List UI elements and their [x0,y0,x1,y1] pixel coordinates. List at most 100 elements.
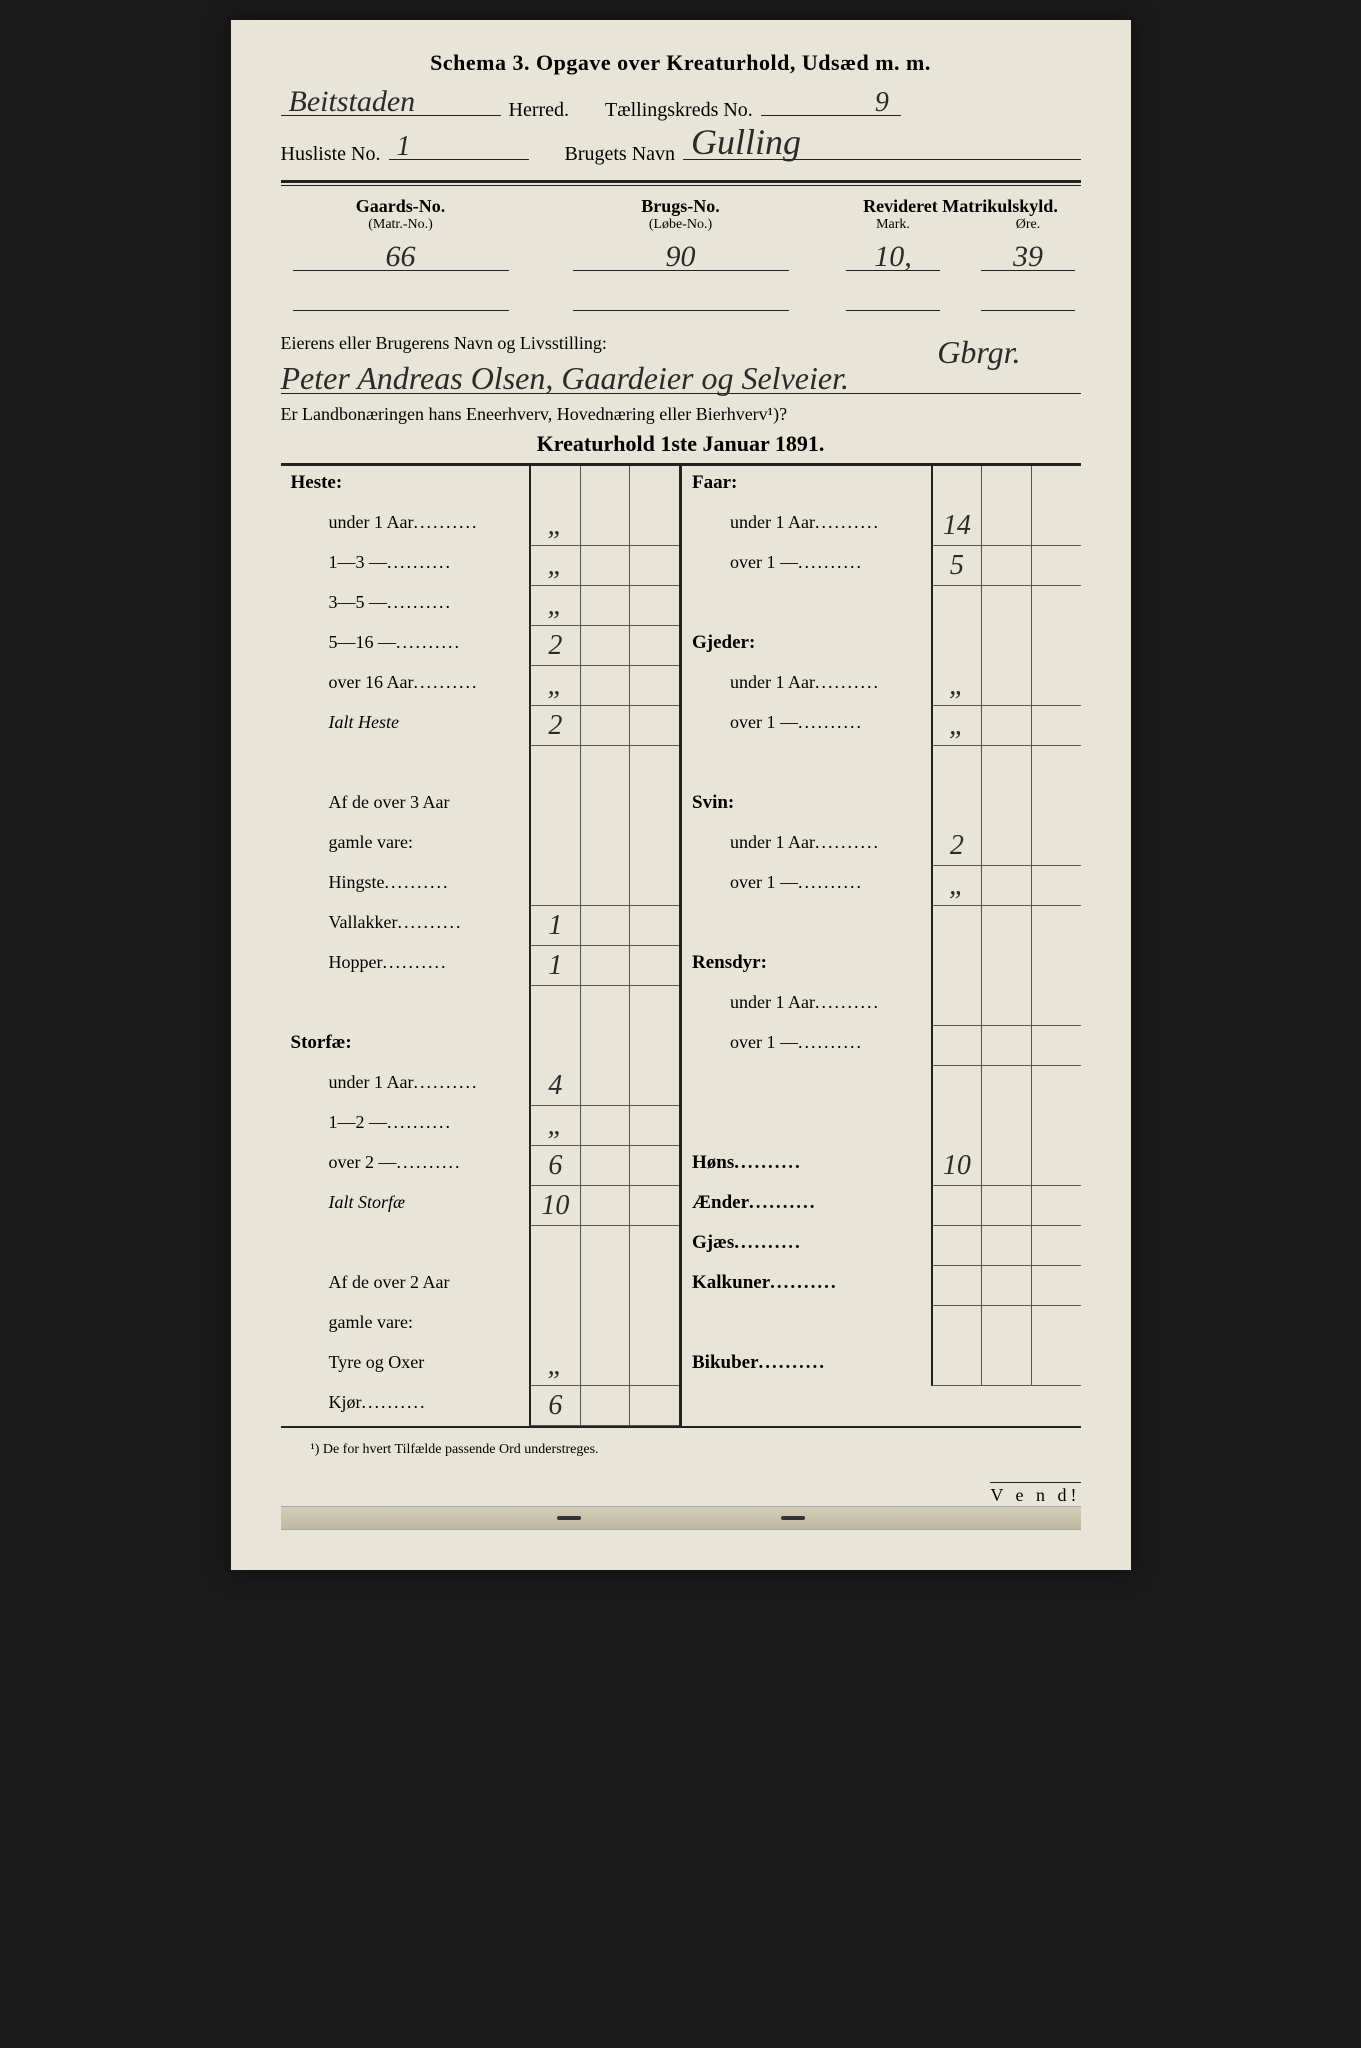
value-cell [1031,626,1081,666]
vend-label: V e n d! [990,1482,1080,1506]
category-row: Faar: [682,466,1081,506]
value-cells: 2 [931,826,1081,866]
table-row: Hingste [281,866,680,906]
table-row: under 1 Aar„ [682,666,1081,706]
section-title: Kreaturhold 1ste Januar 1891. [281,431,1081,457]
value-cell [629,1386,679,1426]
row-label: 1—2 — [281,1106,530,1146]
ore-label: Øre. [976,217,1081,233]
form-title: Schema 3. Opgave over Kreaturhold, Udsæd… [281,50,1081,76]
handwritten-value: 2 [548,710,562,742]
owner-value-field: Peter Andreas Olsen, Gaardeier og Selvei… [281,358,1081,394]
handwritten-value: 5 [950,550,964,582]
handwritten-value: „ [548,590,564,622]
brugs-col: Brugs-No. (Løbe-No.) 90 [561,196,801,317]
value-cell [981,826,1031,866]
husliste-line: Husliste No. 1 Brugets Navn Gulling [281,132,1081,166]
value-cell [981,786,1031,826]
table-row: over 1 — [682,1026,1081,1066]
value-cell [981,1346,1031,1386]
value-cell [529,826,580,866]
row-label: Hopper [281,946,530,986]
handwritten-value: 2 [548,630,562,662]
row-label: Ænder [682,1186,931,1226]
value-cells: „ [931,706,1081,746]
row-label: Ialt Storfæ [281,1186,530,1226]
handwritten-value: 10 [541,1190,569,1222]
brugets-navn-handwritten: Gulling [691,121,801,163]
herred-label: Herred. [509,99,570,122]
value-cells: 2 [529,706,679,746]
value-cells: „ [529,1106,679,1146]
value-cell: „ [931,706,982,746]
value-cell [981,506,1031,546]
value-cell [580,466,630,506]
table-row: Ialt Heste 2 [281,706,680,746]
value-cell [580,1146,630,1186]
value-cell [981,1186,1031,1226]
table-row: 3—5 —„ [281,586,680,626]
kreds-value-field: 9 [761,88,901,116]
brugets-navn-field: Gulling [683,132,1080,160]
value-cells: „ [529,666,679,706]
value-cells: 10 [931,1146,1081,1186]
row-label: under 1 Aar [682,666,931,706]
value-cells: „ [931,666,1081,706]
row-label: Gjæs [682,1226,931,1266]
value-cells [931,1266,1081,1306]
value-cell: „ [529,506,580,546]
row-label: over 1 — [682,706,931,746]
value-cell [629,1266,679,1306]
gaards-fill: 66 [293,237,509,271]
mark-label: Mark. [841,217,946,233]
row-label: over 1 — [682,546,931,586]
handwritten-value: „ [548,1110,564,1142]
matrikul-col: Revideret Matrikulskyld. Mark. 10, Øre. … [841,196,1081,317]
value-cell [629,626,679,666]
table-row: over 1 —„ [682,866,1081,906]
value-cells [931,466,1081,506]
row-label: Ialt Heste [281,706,530,746]
table-row: Hopper1 [281,946,680,986]
table-row: 1—3 —„ [281,546,680,586]
row-label: Rensdyr: [682,946,931,986]
value-cells [931,986,1081,1026]
property-header-row: Gaards-No. (Matr.-No.) 66 Brugs-No. (Løb… [281,196,1081,317]
row-label: Heste: [281,466,530,506]
value-cell [629,1106,679,1146]
handwritten-value: 14 [943,510,971,542]
table-row [682,586,1081,626]
row-label: Kalkuner [682,1266,931,1306]
value-cell: „ [529,586,580,626]
brugs-sub: (Løbe-No.) [561,217,801,233]
table-row [281,1226,680,1266]
value-cell [1031,826,1081,866]
value-cell: 14 [931,506,982,546]
value-cells [931,786,1081,826]
value-cell [629,866,679,906]
row-label: 5—16 — [281,626,530,666]
table-row [682,1106,1081,1146]
herred-line: Beitstaden Herred. Tællingskreds No. 9 [281,88,1081,122]
gaards-sub: (Matr.-No.) [281,217,521,233]
value-cells [931,1226,1081,1266]
value-cell [529,1026,580,1066]
value-cell [1031,946,1081,986]
value-cells [931,1026,1081,1066]
value-cell [580,626,630,666]
value-cells: 1 [529,906,679,946]
table-row: Af de over 3 Aar [281,786,680,826]
ore-fill2 [981,277,1076,311]
value-cell [580,1306,630,1346]
row-label: under 1 Aar [281,506,530,546]
value-cell [1031,666,1081,706]
table-row [682,746,1081,786]
value-cells [931,626,1081,666]
value-cell [629,1066,679,1106]
ore-fill: 39 [981,237,1076,271]
value-cell: 2 [529,626,580,666]
value-cell [981,666,1031,706]
husliste-label: Husliste No. [281,143,381,166]
row-label: 1—3 — [281,546,530,586]
value-cell [981,546,1031,586]
